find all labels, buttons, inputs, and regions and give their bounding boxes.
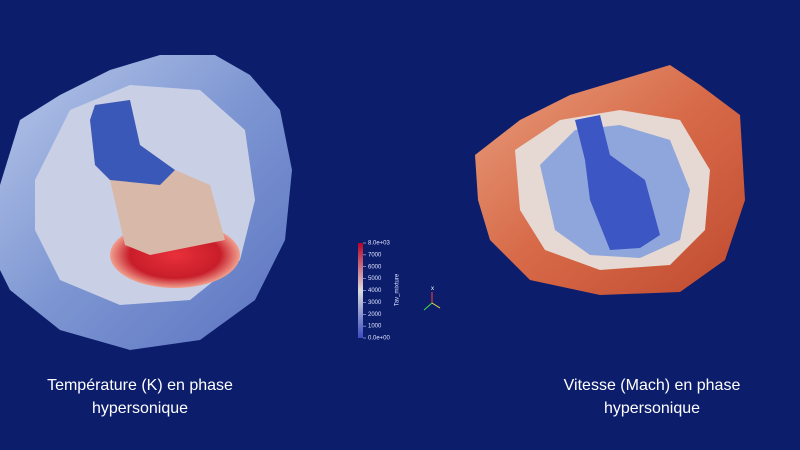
axes-triad: x xyxy=(423,286,441,311)
caption: hypersonique xyxy=(92,400,188,417)
colorbar-tick-label: 2000 xyxy=(368,312,382,318)
colorbar-tick-label: 3000 xyxy=(368,300,382,306)
colorbar-tick-label: 4000 xyxy=(368,288,382,294)
colorbar-tick-label: 7000 xyxy=(368,252,382,258)
colorbar-tick-label: 6000 xyxy=(368,264,382,270)
colorbar-title: Tav_mixture xyxy=(395,273,401,306)
caption: Température (K) en phase xyxy=(47,377,233,394)
temperature-render xyxy=(0,55,292,350)
colorbar-tick-label: 0.0e+00 xyxy=(368,336,391,342)
colorbar-tick-label: 8.0e+03 xyxy=(368,241,391,247)
colorbar xyxy=(358,243,363,338)
axis-label: x xyxy=(431,286,434,292)
colorbar-tick-label: 1000 xyxy=(368,324,382,330)
caption: hypersonique xyxy=(604,400,700,417)
mach-render xyxy=(475,65,745,295)
colorbar-tick-label: 5000 xyxy=(368,276,382,282)
caption: Vitesse (Mach) en phase xyxy=(564,377,741,394)
